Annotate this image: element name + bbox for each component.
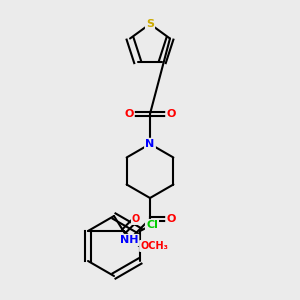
Text: S: S — [146, 19, 154, 29]
Text: OCH₃: OCH₃ — [140, 241, 168, 251]
Text: N: N — [146, 139, 154, 149]
Text: O: O — [124, 109, 134, 119]
Text: O: O — [166, 214, 176, 224]
Text: O: O — [166, 109, 176, 119]
Text: O: O — [132, 214, 140, 224]
Text: Cl: Cl — [146, 220, 158, 230]
Text: NH: NH — [120, 235, 138, 245]
Text: N: N — [146, 139, 154, 149]
